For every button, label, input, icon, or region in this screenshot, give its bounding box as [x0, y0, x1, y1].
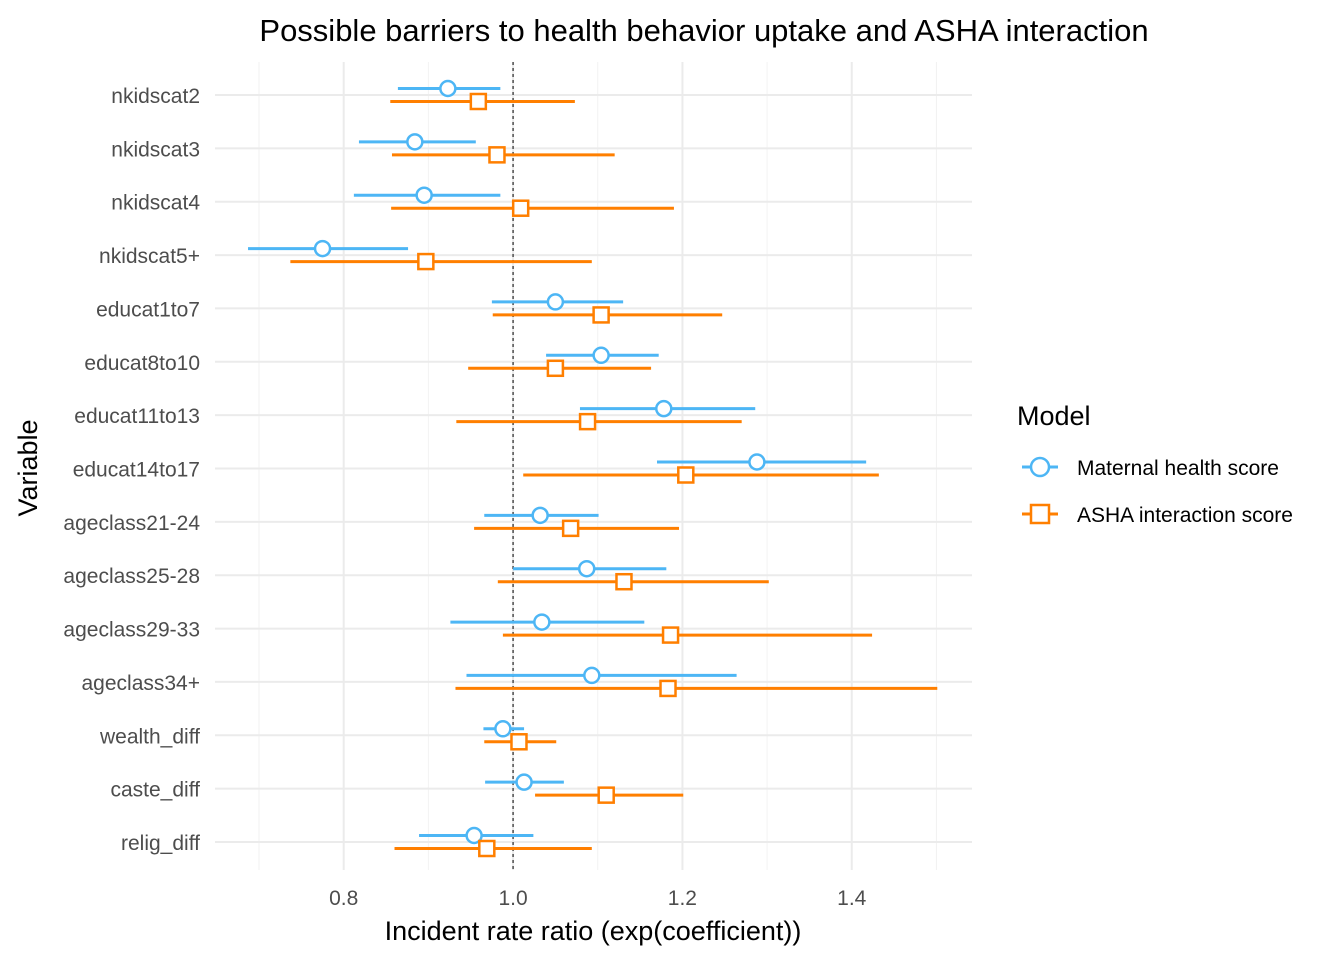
x-axis-title: Incident rate ratio (exp(coefficient)) — [385, 916, 802, 946]
point-estimate — [655, 399, 673, 418]
legend-label: Maternal health score — [1077, 457, 1279, 480]
point-estimate — [313, 239, 332, 258]
y-tick-label: relig_diff — [121, 832, 200, 855]
legend-title: Model — [1017, 401, 1091, 431]
y-tick-label: nkidscat2 — [111, 85, 200, 108]
point-estimate — [615, 572, 633, 591]
point-estimate — [511, 199, 530, 217]
y-tick-label: nkidscat3 — [111, 138, 200, 161]
point-estimate — [546, 293, 565, 311]
legend: Model Maternal health score ASHA interact… — [1017, 401, 1293, 527]
legend-key-circle — [1029, 456, 1051, 478]
point-estimate — [465, 826, 483, 845]
point-estimate — [510, 733, 528, 751]
y-tick-label: educat11to13 — [74, 405, 200, 428]
y-tick-label: ageclass34+ — [81, 672, 200, 695]
point-estimate — [515, 773, 533, 791]
x-tick-label: 1.2 — [668, 887, 697, 910]
point-estimate — [577, 559, 596, 578]
point-estimate — [661, 626, 680, 644]
y-tick-label: nkidscat4 — [111, 192, 200, 215]
grid — [215, 62, 972, 870]
point-estimate — [578, 412, 597, 431]
point-estimate — [592, 346, 610, 365]
y-axis-title: Variable — [13, 419, 43, 516]
y-tick-label: ageclass21-24 — [63, 512, 200, 535]
point-estimate — [597, 786, 615, 804]
series-marks — [248, 79, 938, 858]
y-tick-labels: nkidscat2 nkidscat3 nkidscat4 nkidscat5+ edu… — [63, 85, 200, 855]
point-estimate — [546, 359, 565, 378]
y-tick-label: educat1to7 — [96, 298, 200, 321]
point-estimate — [583, 666, 601, 685]
point-estimate — [494, 720, 512, 738]
point-estimate — [561, 519, 580, 538]
point-estimate — [659, 679, 677, 698]
x-tick-label: 0.8 — [329, 887, 358, 910]
legend-key-square — [1029, 503, 1051, 525]
point-estimate — [533, 613, 551, 631]
point-estimate — [677, 466, 695, 484]
point-estimate — [469, 92, 488, 111]
y-tick-label: ageclass25-28 — [63, 565, 200, 588]
y-tick-label: wealth_diff — [99, 725, 200, 748]
y-tick-label: caste_diff — [110, 779, 200, 802]
y-tick-label: educat14to17 — [73, 459, 200, 482]
legend-label: ASHA interaction score — [1077, 504, 1293, 527]
y-tick-label: ageclass29-33 — [63, 619, 200, 642]
y-tick-label: educat8to10 — [84, 352, 200, 375]
point-estimate — [478, 839, 496, 858]
x-tick-label: 1.0 — [498, 887, 527, 910]
point-estimate — [415, 186, 433, 204]
y-tick-label: nkidscat5+ — [99, 245, 200, 268]
x-tick-label: 1.4 — [837, 887, 867, 910]
point-estimate — [406, 133, 424, 151]
point-estimate — [531, 506, 549, 525]
point-estimate — [748, 453, 766, 471]
point-estimate — [488, 146, 506, 164]
point-estimate — [439, 79, 457, 98]
point-estimate — [592, 306, 610, 324]
x-tick-labels: 0.8 1.0 1.2 1.4 — [329, 887, 867, 910]
chart-title: Possible barriers to health behavior upt… — [259, 13, 1148, 48]
point-estimate — [417, 252, 435, 271]
